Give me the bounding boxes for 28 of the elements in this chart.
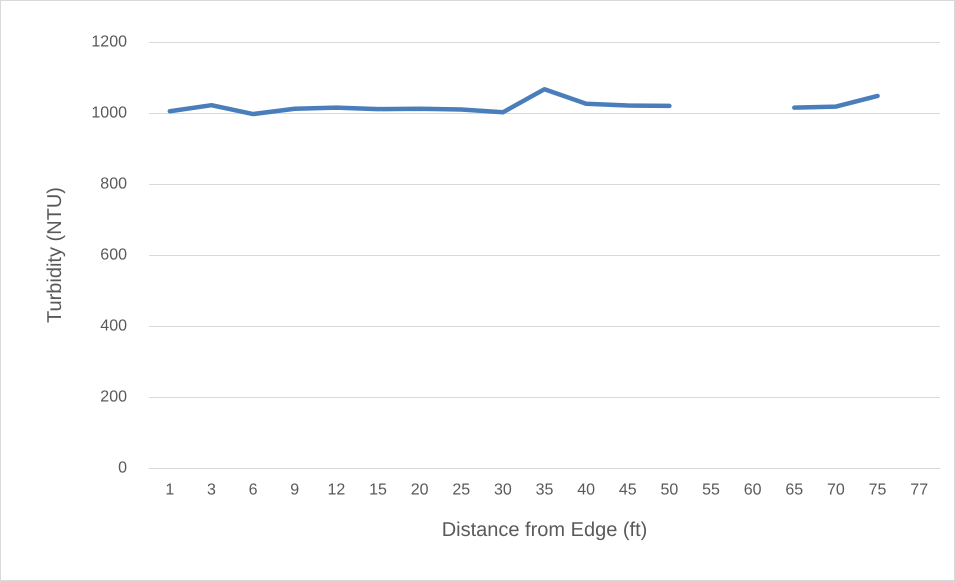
y-axis-title: Turbidity (NTU) (44, 187, 66, 323)
y-tick-label: 200 (100, 388, 128, 406)
x-tick-label: 75 (868, 482, 887, 498)
x-tick-label: 12 (327, 482, 346, 498)
x-tick-label: 40 (577, 482, 596, 498)
x-tick-label: 45 (618, 482, 637, 498)
x-tick-label: 15 (369, 482, 387, 498)
x-tick-label: 55 (702, 482, 720, 498)
y-tick-label: 400 (100, 318, 128, 334)
x-tick-label: 65 (785, 482, 804, 498)
x-tick-label: 35 (536, 482, 554, 498)
x-tick-label: 30 (494, 482, 512, 498)
y-tick-label: 1000 (91, 104, 128, 122)
x-tick-label: 20 (410, 482, 429, 498)
x-tick-label: 25 (452, 482, 470, 498)
x-tick-label: 50 (660, 482, 678, 498)
x-axis-title: Distance from Edge (ft) (442, 519, 648, 541)
x-tick-label: 60 (744, 482, 762, 498)
x-tick-label: 6 (248, 482, 258, 498)
x-tick-label: 1 (165, 482, 174, 498)
y-tick-label: 1200 (91, 34, 128, 50)
x-tick-label: 77 (910, 482, 928, 498)
x-tick-label: 3 (206, 482, 216, 498)
y-tick-label: 600 (100, 246, 128, 264)
x-tick-label: 70 (827, 482, 845, 498)
y-tick-label: 800 (100, 176, 128, 192)
y-tick-label: 0 (118, 460, 128, 476)
x-tick-label: 9 (290, 482, 300, 498)
